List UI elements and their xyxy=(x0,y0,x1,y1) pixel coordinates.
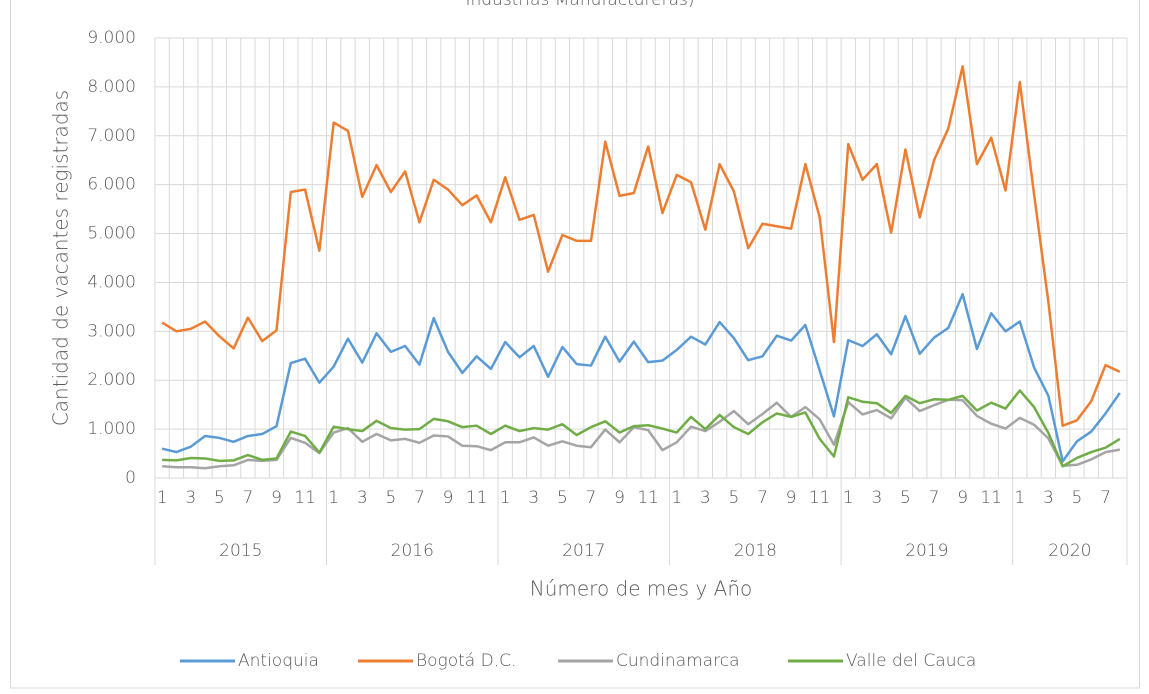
x-tick-label: 1 xyxy=(671,488,682,508)
group-label: 2020 xyxy=(1048,541,1091,561)
x-tick-label: 5 xyxy=(214,488,225,508)
y-tick-label: 1.000 xyxy=(87,419,136,439)
y-tick-label: 0 xyxy=(125,468,136,488)
series-line xyxy=(162,389,1121,468)
series-line xyxy=(161,292,1121,463)
x-tick-label: 3 xyxy=(1043,488,1054,508)
series-line xyxy=(161,65,1121,427)
x-tick-label: 3 xyxy=(700,488,711,508)
y-tick-label: 9.000 xyxy=(87,28,136,48)
chart-border xyxy=(10,0,1140,689)
x-tick-label: 3 xyxy=(528,488,539,508)
y-tick-label: 8.000 xyxy=(87,77,136,97)
group-label: 2015 xyxy=(219,541,262,561)
x-tick-label: 11 xyxy=(466,488,488,508)
x-tick-label: 7 xyxy=(586,488,597,508)
x-tick-label: 7 xyxy=(414,488,425,508)
y-tick-label: 3.000 xyxy=(87,321,136,341)
chart-title: Industrias Manufactureras) xyxy=(465,0,694,10)
x-tick-label: 11 xyxy=(980,488,1002,508)
group-label: 2019 xyxy=(905,541,948,561)
x-tick-label: 11 xyxy=(294,488,316,508)
x-axis-label: Número de mes y Año xyxy=(530,577,753,601)
x-tick-label: 11 xyxy=(809,488,831,508)
legend-label: Valle del Cauca xyxy=(846,651,976,671)
x-tick-label: 1 xyxy=(843,488,854,508)
x-tick-label: 5 xyxy=(385,488,396,508)
group-label: 2018 xyxy=(734,541,777,561)
x-tick-label: 1 xyxy=(500,488,511,508)
group-label: 2016 xyxy=(391,541,434,561)
y-tick-label: 6.000 xyxy=(87,175,136,195)
x-tick-label: 7 xyxy=(1100,488,1111,508)
legend-label: Antioquia xyxy=(238,651,319,671)
y-tick-label: 4.000 xyxy=(87,272,136,292)
x-tick-label: 3 xyxy=(357,488,368,508)
x-tick-label: 9 xyxy=(957,488,968,508)
x-tick-label: 9 xyxy=(271,488,282,508)
x-tick-label: 3 xyxy=(185,488,196,508)
legend-label: Cundinamarca xyxy=(616,651,739,671)
x-tick-label: 9 xyxy=(443,488,454,508)
x-tick-label: 5 xyxy=(900,488,911,508)
x-tick-label: 7 xyxy=(757,488,768,508)
y-tick-label: 7.000 xyxy=(87,126,136,146)
y-tick-label: 2.000 xyxy=(87,370,136,390)
y-tick-label: 5.000 xyxy=(87,224,136,244)
y-axis-label: Cantidad de vacantes registradas xyxy=(49,90,73,426)
x-tick-label: 1 xyxy=(328,488,339,508)
x-tick-label: 11 xyxy=(637,488,659,508)
legend-label: Bogotá D.C. xyxy=(416,651,516,671)
x-tick-label: 7 xyxy=(929,488,940,508)
x-tick-label: 5 xyxy=(557,488,568,508)
x-tick-label: 9 xyxy=(786,488,797,508)
x-tick-label: 1 xyxy=(1014,488,1025,508)
group-label: 2017 xyxy=(562,541,605,561)
x-tick-label: 9 xyxy=(614,488,625,508)
x-tick-label: 7 xyxy=(242,488,253,508)
x-tick-label: 5 xyxy=(728,488,739,508)
x-tick-label: 3 xyxy=(871,488,882,508)
x-tick-label: 5 xyxy=(1072,488,1083,508)
x-tick-label: 1 xyxy=(157,488,168,508)
